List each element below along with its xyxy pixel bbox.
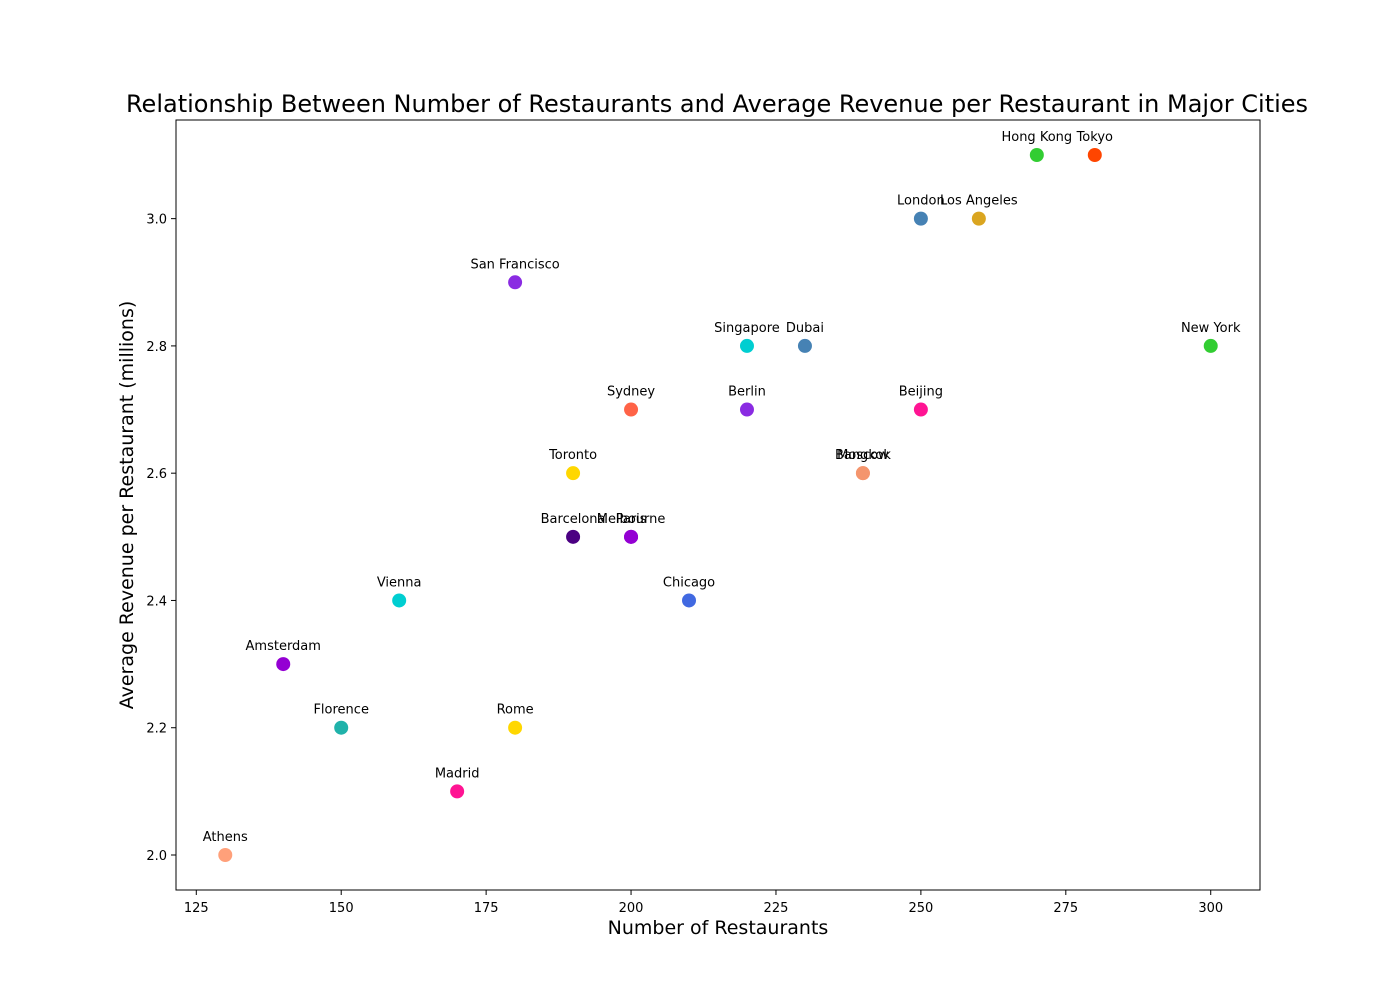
y-tick-label: 3.0 <box>146 213 167 228</box>
data-point-label: Toronto <box>548 448 597 463</box>
data-point-label: Paris <box>616 512 647 527</box>
y-tick-label: 2.6 <box>146 467 167 482</box>
x-axis-label: Number of Restaurants <box>608 917 829 939</box>
data-point <box>566 529 581 544</box>
data-point-label: Florence <box>313 703 369 718</box>
y-tick-label: 2.0 <box>146 849 167 864</box>
data-point-label: Bangkok <box>835 448 891 463</box>
data-point-label: Dubai <box>786 321 824 336</box>
data-point-label: Chicago <box>663 575 715 590</box>
data-point-label: Hong Kong <box>1001 130 1072 145</box>
data-point <box>1029 148 1044 162</box>
data-point <box>276 657 291 672</box>
data-point <box>624 402 639 417</box>
data-point <box>739 402 754 417</box>
data-point <box>450 784 465 799</box>
x-tick-label: 200 <box>619 901 644 916</box>
data-point <box>392 593 407 608</box>
data-point-label: Madrid <box>435 766 480 781</box>
data-point-label: Sydney <box>607 385 655 400</box>
data-point <box>797 338 812 353</box>
x-tick-label: 175 <box>474 901 499 916</box>
data-point <box>508 720 523 735</box>
x-tick-label: 275 <box>1053 901 1078 916</box>
data-point-label: Rome <box>497 703 534 718</box>
data-point <box>855 466 870 481</box>
data-point <box>1203 338 1218 353</box>
data-point-label: Melbourne <box>597 512 666 527</box>
data-point-label: London <box>897 194 945 209</box>
data-point-label: Moscow <box>837 448 889 463</box>
x-axis: 125 150 175 200 225 250 275 300 <box>184 890 1223 916</box>
data-point <box>971 211 986 226</box>
y-tick-label: 2.4 <box>146 594 167 609</box>
data-point-label: Los Angeles <box>940 194 1018 209</box>
data-point <box>913 402 928 417</box>
data-point-label: San Francisco <box>470 257 559 272</box>
x-tick-label: 300 <box>1198 901 1223 916</box>
data-point <box>566 466 581 481</box>
plot-frame <box>175 119 1261 891</box>
data-point-label: Vienna <box>377 575 422 590</box>
data-point <box>739 338 754 353</box>
data-point <box>913 211 928 226</box>
y-axis-label: Average Revenue per Restaurant (millions… <box>116 301 138 710</box>
data-point-label: Singapore <box>714 321 780 336</box>
data-point-label: Barcelona <box>541 512 606 527</box>
x-tick-label: 125 <box>184 901 209 916</box>
x-tick-label: 250 <box>908 901 933 916</box>
y-tick-label: 2.8 <box>146 340 167 355</box>
data-point <box>218 848 233 862</box>
y-tick-label: 2.2 <box>146 722 167 737</box>
data-point-label: Beijing <box>899 385 943 400</box>
data-point <box>508 275 523 290</box>
data-point-label: Berlin <box>728 385 766 400</box>
data-point-label: Amsterdam <box>246 639 321 654</box>
data-point <box>624 529 639 544</box>
chart-title: Relationship Between Number of Restauran… <box>126 90 1308 118</box>
x-tick-label: 225 <box>764 901 789 916</box>
data-point-label: New York <box>1181 321 1241 336</box>
data-point <box>334 720 349 735</box>
data-point <box>682 593 697 608</box>
x-tick-label: 150 <box>329 901 354 916</box>
data-point-label: Tokyo <box>1076 130 1113 145</box>
data-point <box>1087 148 1102 162</box>
data-point-label: Athens <box>203 830 248 845</box>
y-axis: 2.0 2.2 2.4 2.6 2.8 3.0 <box>146 213 176 864</box>
